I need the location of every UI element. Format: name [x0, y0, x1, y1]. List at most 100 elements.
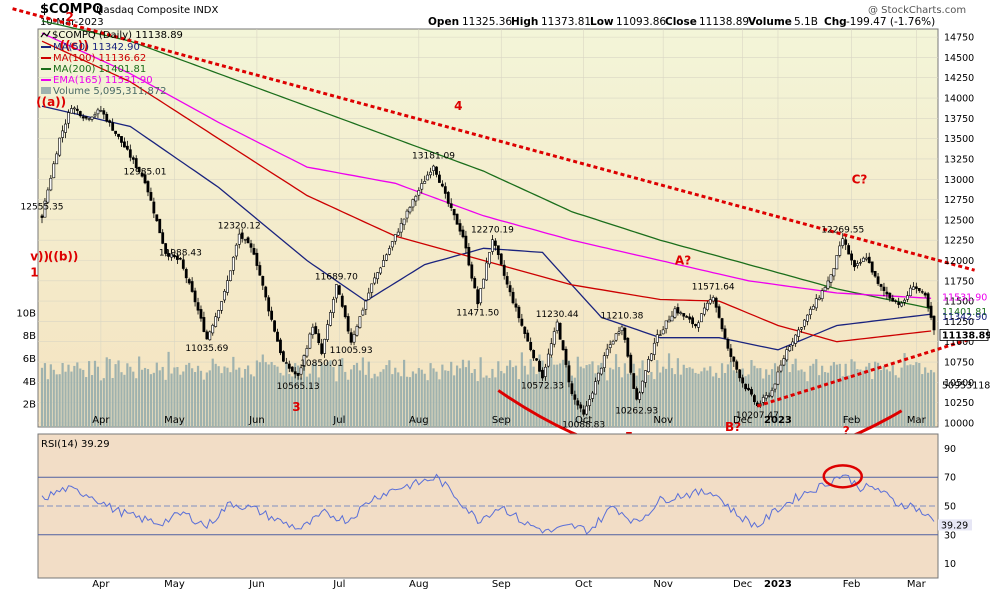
candle: [176, 252, 179, 264]
candle-body: [125, 145, 129, 150]
candle: [620, 325, 624, 336]
volume-bar: [476, 381, 479, 427]
candle-body: [697, 322, 700, 328]
candle-body: [770, 390, 774, 397]
candle: [84, 116, 88, 121]
candle: [43, 197, 47, 218]
volume-bar: [844, 363, 847, 427]
candle-body: [632, 373, 636, 389]
volume-bar: [270, 361, 273, 427]
candle: [859, 258, 862, 266]
volume-bar: [308, 373, 311, 427]
candle: [514, 298, 518, 312]
candle: [81, 113, 85, 122]
candle: [488, 252, 491, 268]
candle: [340, 293, 344, 309]
price-annotation: 12269.55: [821, 226, 864, 236]
date-tick-label: Apr: [92, 415, 110, 426]
candle-body: [847, 245, 851, 255]
candle-body: [128, 149, 132, 158]
candle: [661, 326, 665, 335]
candle-body: [237, 233, 241, 245]
candle: [296, 372, 300, 380]
volume-bar: [444, 370, 447, 427]
candle: [458, 219, 462, 236]
candle: [838, 241, 842, 258]
volume-bar: [344, 371, 347, 427]
candle-body: [476, 289, 480, 305]
candle-body: [723, 328, 727, 339]
candle-body: [414, 195, 418, 202]
volume-bar: [703, 367, 706, 427]
volume-bar: [850, 359, 853, 427]
price-annotation: 10565.13: [277, 382, 320, 392]
candle-body: [552, 331, 556, 345]
volume-bar: [149, 374, 153, 427]
candle-body: [629, 354, 633, 373]
candle: [670, 310, 674, 322]
candle: [814, 294, 818, 311]
volume-bar: [358, 370, 362, 427]
candle: [882, 282, 886, 297]
volume-bar: [629, 373, 632, 427]
candle-body: [859, 262, 862, 264]
date-tick-label: Sep: [492, 415, 511, 426]
candle: [164, 242, 168, 257]
volume-bar: [167, 351, 170, 427]
candle-body: [561, 340, 565, 351]
volume-bar: [161, 366, 164, 427]
index-name: Nasdaq Composite INDX: [96, 5, 218, 16]
candle-body: [70, 108, 73, 114]
candle-body: [726, 339, 730, 349]
volume-bar: [143, 367, 147, 427]
date-tick-label: Dec: [733, 579, 752, 590]
volume-bar: [503, 373, 506, 427]
volume-bar: [594, 373, 597, 427]
volume-bar: [915, 362, 918, 427]
volume-bar: [853, 361, 856, 427]
candle: [808, 306, 812, 320]
candle: [246, 236, 250, 244]
candle-body: [926, 293, 930, 308]
price-tick-label: 10000: [944, 418, 974, 429]
volume-bar: [376, 376, 379, 427]
candle: [532, 349, 536, 361]
candle: [582, 405, 586, 417]
candle-body: [178, 258, 182, 260]
candle: [770, 387, 774, 398]
volume-bar: [408, 377, 412, 427]
candle: [891, 294, 895, 302]
candle: [923, 291, 927, 298]
volume-bar: [338, 364, 341, 427]
candle: [146, 180, 150, 197]
candle: [390, 241, 394, 251]
volume-bar: [55, 374, 58, 427]
volume-bar: [479, 357, 482, 427]
candle-body: [647, 359, 650, 373]
candle: [346, 313, 350, 334]
price-tick-label: 10500: [944, 378, 974, 389]
candle-body: [173, 255, 176, 258]
wave-label: ((c)): [60, 38, 89, 52]
symbol-title: $COMPQ: [40, 2, 103, 17]
price-series: [40, 105, 936, 417]
volume-bar: [932, 372, 936, 427]
volume-bar: [544, 372, 547, 427]
volume-bar: [405, 376, 409, 427]
volume-bar: [841, 376, 844, 427]
volume-bar: [803, 371, 806, 427]
candle: [376, 271, 380, 284]
candle: [873, 270, 877, 278]
ma-line-ema165: [41, 32, 932, 299]
candle-body: [96, 109, 100, 115]
candle-body: [111, 122, 115, 131]
candle-body: [343, 305, 347, 318]
candle-body: [894, 300, 898, 302]
candle: [382, 254, 385, 267]
candle: [399, 217, 403, 238]
candle: [287, 360, 291, 373]
candle: [911, 282, 915, 290]
candle: [555, 319, 559, 334]
candle: [317, 329, 321, 346]
candle-body: [449, 203, 453, 209]
